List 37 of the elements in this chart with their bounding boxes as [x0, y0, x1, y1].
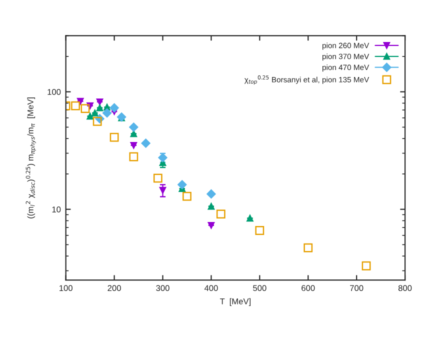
x-tick-label: 100: [60, 285, 72, 292]
point: [76, 98, 84, 105]
point: [96, 98, 104, 106]
point: [130, 130, 138, 138]
point: [153, 174, 162, 183]
point: [86, 112, 94, 120]
point: [246, 214, 254, 222]
point: [178, 180, 187, 190]
x-tick-label: 400: [204, 285, 218, 292]
x-tick-label: 500: [253, 285, 266, 292]
point: [129, 152, 138, 162]
x-tick-label: 800: [398, 285, 412, 292]
x-tick-label: 600: [302, 285, 315, 292]
x-tick-label: 200: [108, 285, 121, 292]
point: [208, 202, 215, 210]
point: [255, 226, 264, 235]
point: [92, 116, 102, 126]
point: [208, 222, 215, 229]
point: [110, 132, 119, 142]
point: [206, 189, 216, 199]
point: [159, 186, 166, 194]
point: [216, 210, 226, 219]
point: [304, 243, 313, 252]
point: [141, 138, 150, 148]
y-tick-label: 10: [52, 206, 61, 212]
point: [182, 192, 192, 201]
x-tick-label: 700: [350, 285, 364, 292]
point: [362, 261, 371, 270]
point: [80, 104, 90, 113]
point: [130, 142, 138, 149]
point: [92, 110, 98, 116]
x-axis-title: T [MeV]: [220, 298, 251, 306]
point: [129, 122, 138, 132]
point: [110, 103, 119, 112]
point: [71, 101, 80, 110]
text: ((m$_{l}$$^{2}$ χ$_{disc}$)$^{0.25}$) m$_{πphys}$/m$_{π}$ [MeV]: [26, 98, 36, 218]
x-tick-label: 300: [156, 285, 170, 292]
